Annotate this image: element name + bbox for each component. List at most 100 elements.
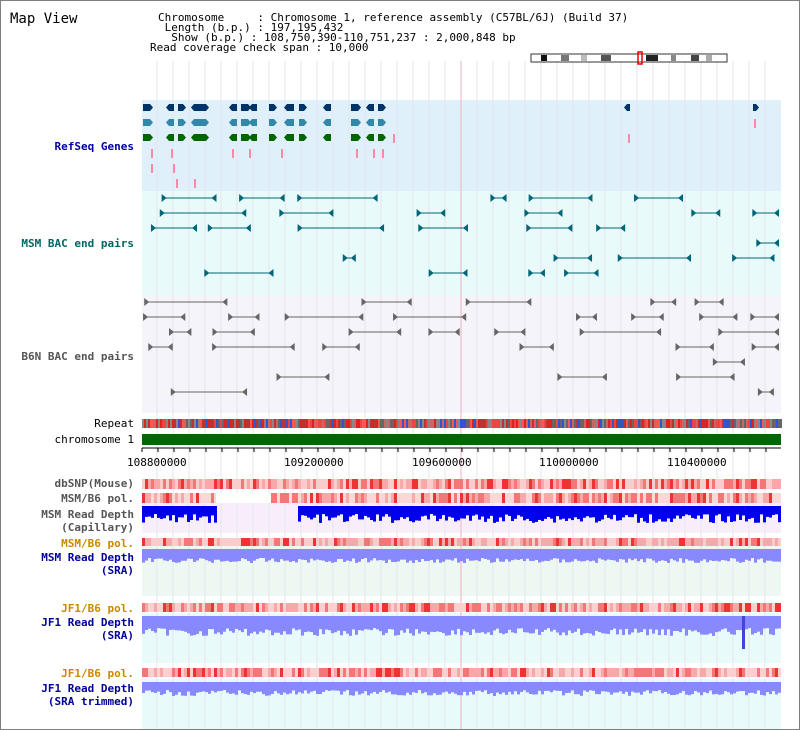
read-depth-bar — [601, 682, 604, 692]
read-depth-bar — [415, 616, 418, 630]
polymorphism-heat-cell — [361, 479, 364, 489]
repeat-segment — [492, 419, 494, 428]
read-depth-bar — [535, 616, 538, 630]
read-depth-bar — [469, 616, 472, 635]
repeat-segment — [754, 419, 756, 428]
read-depth-bar — [730, 616, 733, 635]
gene-arrow — [241, 134, 251, 141]
repeat-segment — [194, 419, 196, 428]
read-depth-bar — [541, 506, 544, 521]
msm-bac-pair-end — [297, 194, 303, 202]
repeat-segment — [284, 419, 286, 428]
read-depth-bar — [286, 616, 289, 635]
track-label-msm-depth-sra[interactable]: MSM Read Depth — [41, 551, 134, 564]
polymorphism-heat-cell — [373, 493, 376, 503]
read-depth-bar — [307, 506, 310, 518]
read-depth-bar — [211, 549, 214, 563]
track-label-msm-depth-capillary[interactable]: MSM Read Depth — [41, 508, 134, 521]
polymorphism-heat-cell — [289, 479, 292, 489]
read-depth-bar — [385, 682, 388, 693]
read-depth-bar — [580, 616, 583, 635]
repeat-segment — [680, 419, 682, 428]
gene-arrow — [284, 119, 294, 126]
read-depth-bar — [730, 549, 733, 559]
track-label-msm-b6-pol-2[interactable]: MSM/B6 pol. — [61, 537, 134, 550]
read-depth-bar — [235, 682, 238, 695]
read-depth-bar — [511, 682, 514, 695]
read-depth-bar — [670, 549, 673, 559]
read-depth-bar — [625, 549, 628, 563]
msm-bac-pair-end — [752, 209, 758, 217]
polymorphism-heat-cell — [640, 538, 643, 546]
read-depth-bar — [355, 682, 358, 692]
read-depth-bar — [679, 682, 682, 693]
axis-tick-label: 110000000 — [539, 456, 599, 469]
polymorphism-heat-cell — [544, 668, 547, 677]
polymorphism-heat-cell — [676, 538, 679, 546]
polymorphism-heat-cell — [445, 603, 448, 612]
polymorphism-heat-cell — [691, 603, 694, 612]
track-label-msm-bac[interactable]: MSM BAC end pairs — [21, 237, 134, 250]
read-depth-bar — [211, 682, 214, 691]
read-depth-bar — [256, 682, 259, 692]
polymorphism-heat-cell — [298, 493, 301, 503]
track-label-jf1-b6-pol-2[interactable]: JF1/B6 pol. — [61, 667, 134, 680]
msm-bac-pair-end — [539, 269, 545, 277]
polymorphism-heat-cell — [442, 668, 445, 677]
read-depth-bar — [319, 616, 322, 630]
read-depth-bar — [682, 616, 685, 629]
repeat-segment — [640, 419, 642, 428]
read-depth-bar — [631, 549, 634, 561]
track-label-jf1-depth-trimmed[interactable]: JF1 Read Depth — [41, 682, 134, 695]
read-depth-bar — [349, 549, 352, 562]
polymorphism-heat-cell — [595, 668, 598, 677]
read-depth-bar — [448, 682, 451, 694]
read-depth-bar — [232, 616, 235, 633]
track-label-jf1-depth-sra[interactable]: JF1 Read Depth — [41, 616, 134, 629]
repeat-segment — [336, 419, 338, 428]
polymorphism-heat-cell — [688, 603, 691, 612]
repeat-segment — [440, 419, 442, 428]
polymorphism-heat-cell — [598, 668, 601, 677]
polymorphism-heat-cell — [529, 479, 532, 489]
repeat-segment — [776, 419, 778, 428]
repeat-segment — [242, 419, 244, 428]
polymorphism-heat-cell — [673, 603, 676, 612]
track-label-refseq[interactable]: RefSeq Genes — [54, 140, 134, 153]
polymorphism-heat-cell — [493, 668, 496, 677]
repeat-segment — [190, 419, 192, 428]
polymorphism-heat-cell — [271, 603, 274, 612]
polymorphism-heat-cell — [613, 603, 616, 612]
polymorphism-heat-cell — [535, 479, 538, 489]
track-label-jf1-b6-pol[interactable]: JF1/B6 pol. — [61, 602, 134, 615]
track-label-b6n-bac[interactable]: B6N BAC end pairs — [21, 350, 134, 363]
polymorphism-heat-cell — [778, 668, 781, 677]
track-label-msm-b6-pol[interactable]: MSM/B6 pol. — [61, 492, 134, 505]
polymorphism-heat-cell — [214, 479, 217, 489]
read-depth-bar — [154, 506, 157, 515]
read-depth-bar — [637, 506, 640, 523]
read-depth-bar — [205, 616, 208, 636]
track-label-dbsnp[interactable]: dbSNP(Mouse) — [54, 477, 134, 490]
read-depth-bar — [166, 682, 169, 691]
read-depth-bar — [508, 616, 511, 630]
repeat-segment — [686, 419, 688, 428]
polymorphism-heat-cell — [694, 603, 697, 612]
polymorphism-heat-cell — [430, 538, 433, 546]
read-depth-bar — [433, 506, 436, 516]
read-depth-bar — [274, 682, 277, 692]
read-depth-bar — [238, 549, 241, 562]
polymorphism-heat-cell — [736, 538, 739, 546]
read-depth-bar — [613, 682, 616, 693]
read-depth-bar — [562, 506, 565, 519]
polymorphism-heat-cell — [706, 479, 709, 489]
read-depth-bar — [385, 506, 388, 515]
read-depth-bar — [571, 549, 574, 562]
polymorphism-heat-cell — [694, 493, 697, 503]
repeat-segment — [564, 419, 566, 428]
read-depth-bar — [745, 549, 748, 560]
polymorphism-heat-cell — [751, 479, 754, 489]
read-depth-bar — [580, 682, 583, 696]
polymorphism-heat-cell — [304, 668, 307, 677]
